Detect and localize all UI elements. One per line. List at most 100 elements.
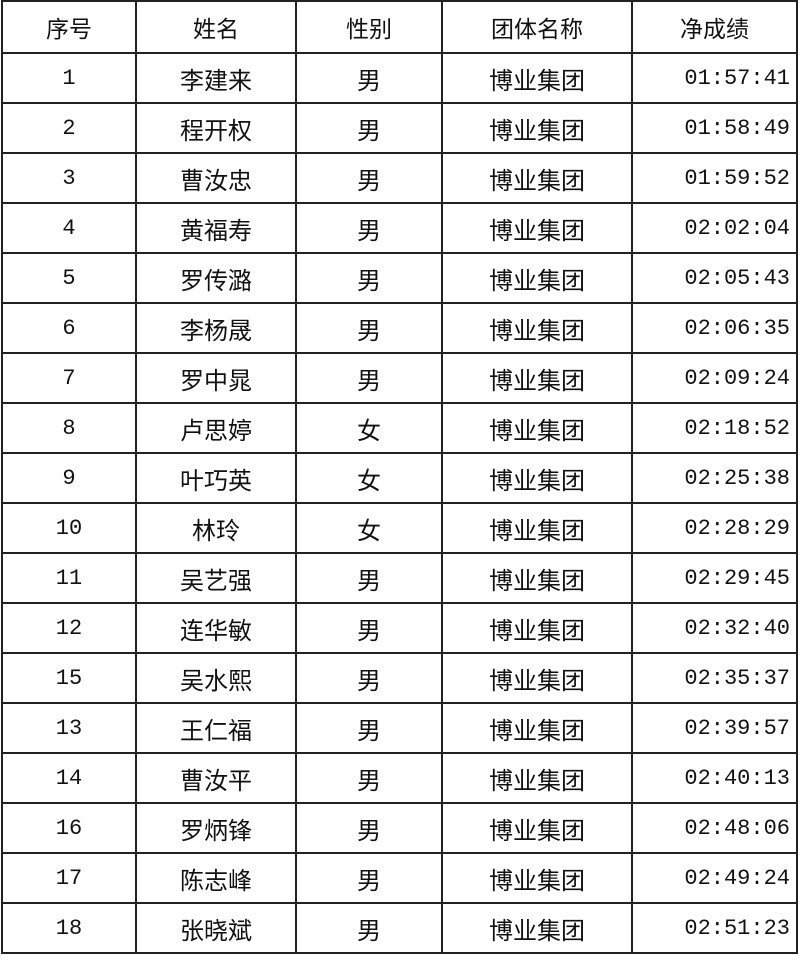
cell-name: 卢思婷 (135, 402, 297, 454)
cell-name: 吴艺强 (135, 552, 297, 604)
cell-team: 博业集团 (441, 502, 633, 554)
table-row: 10 林玲女博业集团 02:28:29 (1, 502, 798, 554)
header-name: 姓名 (135, 0, 297, 54)
cell-gender: 女 (295, 452, 443, 504)
cell-gender: 男 (295, 302, 443, 354)
cell-net-time: 02:48:06 (631, 802, 798, 854)
header-net-time: 净成绩 (631, 0, 798, 54)
table-row: 12 连华敏男博业集团 02:32:40 (1, 602, 798, 654)
table-row: 14 曹汝平男博业集团 02:40:13 (1, 752, 798, 804)
cell-team: 博业集团 (441, 802, 633, 854)
cell-team: 博业集团 (441, 402, 633, 454)
cell-index: 4 (1, 202, 137, 254)
table-row: 5 罗传潞男博业集团 02:05:43 (1, 252, 798, 304)
cell-index: 10 (1, 502, 137, 554)
cell-index: 7 (1, 352, 137, 404)
table-row: 13 王仁福男博业集团 02:39:57 (1, 702, 798, 754)
cell-index: 2 (1, 102, 137, 154)
cell-index: 11 (1, 552, 137, 604)
cell-team: 博业集团 (441, 302, 633, 354)
cell-index: 13 (1, 702, 137, 754)
cell-index: 3 (1, 152, 137, 204)
cell-team: 博业集团 (441, 102, 633, 154)
header-index: 序号 (1, 0, 137, 54)
table-row: 3 曹汝忠男博业集团 01:59:52 (1, 152, 798, 204)
cell-gender: 男 (295, 152, 443, 204)
cell-name: 张晓斌 (135, 902, 297, 954)
cell-net-time: 02:06:35 (631, 302, 798, 354)
table-body: 1 李建来男博业集团 01:57:41 2 程开权男博业集团 01:58:49 3 曹汝忠男博… (1, 52, 798, 954)
table-row: 6 李杨晟男博业集团 02:06:35 (1, 302, 798, 354)
table-row: 2 程开权男博业集团 01:58:49 (1, 102, 798, 154)
cell-index: 15 (1, 652, 137, 704)
cell-team: 博业集团 (441, 152, 633, 204)
cell-gender: 男 (295, 752, 443, 804)
cell-gender: 男 (295, 602, 443, 654)
cell-team: 博业集团 (441, 552, 633, 604)
header-gender: 性别 (295, 0, 443, 54)
cell-team: 博业集团 (441, 52, 633, 104)
cell-gender: 男 (295, 352, 443, 404)
cell-net-time: 02:29:45 (631, 552, 798, 604)
cell-net-time: 02:09:24 (631, 352, 798, 404)
cell-index: 14 (1, 752, 137, 804)
cell-team: 博业集团 (441, 752, 633, 804)
cell-name: 陈志峰 (135, 852, 297, 904)
cell-name: 李建来 (135, 52, 297, 104)
cell-index: 12 (1, 602, 137, 654)
table-row: 7 罗中晁男博业集团 02:09:24 (1, 352, 798, 404)
cell-index: 17 (1, 852, 137, 904)
cell-gender: 女 (295, 402, 443, 454)
table-row: 16 罗炳锋男博业集团 02:48:06 (1, 802, 798, 854)
cell-index: 8 (1, 402, 137, 454)
table-row: 4 黄福寿男博业集团 02:02:04 (1, 202, 798, 254)
cell-gender: 男 (295, 652, 443, 704)
cell-name: 罗传潞 (135, 252, 297, 304)
cell-gender: 男 (295, 552, 443, 604)
cell-name: 曹汝忠 (135, 152, 297, 204)
cell-name: 林玲 (135, 502, 297, 554)
cell-net-time: 02:51:23 (631, 902, 798, 954)
cell-team: 博业集团 (441, 352, 633, 404)
cell-gender: 男 (295, 852, 443, 904)
table-row: 15 吴水熙男博业集团 02:35:37 (1, 652, 798, 704)
cell-name: 李杨晟 (135, 302, 297, 354)
cell-net-time: 01:59:52 (631, 152, 798, 204)
cell-name: 黄福寿 (135, 202, 297, 254)
cell-net-time: 02:28:29 (631, 502, 798, 554)
header-row: 序号 姓名 性别 团体名称 净成绩 (1, 0, 798, 54)
cell-net-time: 02:49:24 (631, 852, 798, 904)
cell-net-time: 02:39:57 (631, 702, 798, 754)
cell-net-time: 02:40:13 (631, 752, 798, 804)
cell-index: 1 (1, 52, 137, 104)
table-row: 9 叶巧英女博业集团 02:25:38 (1, 452, 798, 504)
cell-gender: 女 (295, 502, 443, 554)
cell-index: 9 (1, 452, 137, 504)
table-row: 11 吴艺强男博业集团 02:29:45 (1, 552, 798, 604)
table-row: 8 卢思婷女博业集团 02:18:52 (1, 402, 798, 454)
cell-team: 博业集团 (441, 902, 633, 954)
cell-index: 18 (1, 902, 137, 954)
cell-gender: 男 (295, 52, 443, 104)
cell-gender: 男 (295, 102, 443, 154)
cell-team: 博业集团 (441, 602, 633, 654)
cell-net-time: 02:25:38 (631, 452, 798, 504)
cell-name: 王仁福 (135, 702, 297, 754)
cell-team: 博业集团 (441, 702, 633, 754)
cell-net-time: 01:58:49 (631, 102, 798, 154)
cell-team: 博业集团 (441, 652, 633, 704)
cell-gender: 男 (295, 252, 443, 304)
table-row: 18 张晓斌男博业集团 02:51:23 (1, 902, 798, 954)
cell-name: 吴水熙 (135, 652, 297, 704)
cell-name: 曹汝平 (135, 752, 297, 804)
cell-net-time: 02:05:43 (631, 252, 798, 304)
cell-index: 6 (1, 302, 137, 354)
cell-gender: 男 (295, 202, 443, 254)
cell-team: 博业集团 (441, 252, 633, 304)
cell-net-time: 02:32:40 (631, 602, 798, 654)
cell-team: 博业集团 (441, 202, 633, 254)
cell-name: 罗中晁 (135, 352, 297, 404)
cell-net-time: 02:18:52 (631, 402, 798, 454)
header-team: 团体名称 (441, 0, 633, 54)
